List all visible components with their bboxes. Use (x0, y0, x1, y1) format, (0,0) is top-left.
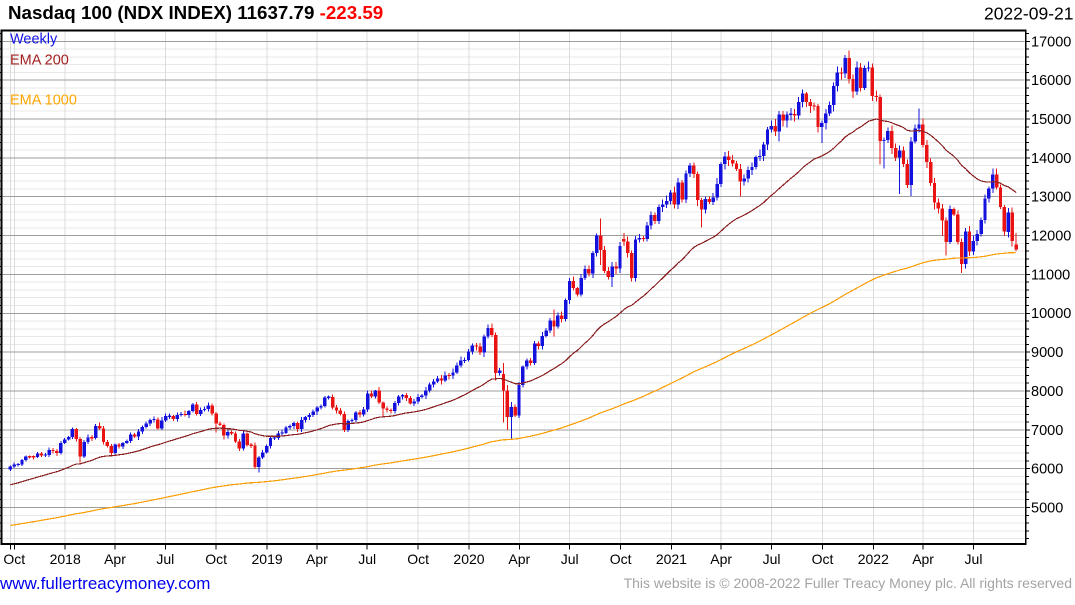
svg-text:17000: 17000 (1031, 34, 1071, 50)
svg-text:Apr: Apr (710, 551, 732, 567)
svg-text:Jul: Jul (763, 551, 781, 567)
svg-text:2020: 2020 (453, 551, 484, 567)
svg-text:8000: 8000 (1031, 384, 1063, 400)
svg-text:Apr: Apr (104, 551, 126, 567)
svg-text:14000: 14000 (1031, 151, 1071, 167)
svg-text:10000: 10000 (1031, 306, 1071, 322)
svg-text:Apr: Apr (508, 551, 530, 567)
svg-text:12000: 12000 (1031, 229, 1071, 245)
svg-text:Jul: Jul (561, 551, 579, 567)
svg-text:www.fullertreacymoney.com: www.fullertreacymoney.com (0, 574, 210, 593)
svg-text:16000: 16000 (1031, 73, 1071, 89)
svg-text:2021: 2021 (656, 551, 687, 567)
svg-text:Oct: Oct (3, 551, 25, 567)
svg-text:Apr: Apr (306, 551, 328, 567)
svg-text:11000: 11000 (1031, 267, 1070, 283)
svg-text:Oct: Oct (812, 551, 834, 567)
svg-text:EMA 1000: EMA 1000 (10, 93, 77, 109)
svg-text:Oct: Oct (205, 551, 227, 567)
svg-text:6000: 6000 (1031, 462, 1063, 478)
svg-text:Jul: Jul (358, 551, 376, 567)
svg-text:2019: 2019 (252, 551, 283, 567)
svg-text:Weekly: Weekly (10, 32, 58, 48)
svg-text:15000: 15000 (1031, 112, 1071, 128)
svg-text:Jul: Jul (156, 551, 174, 567)
svg-text:7000: 7000 (1031, 423, 1063, 439)
svg-text:Apr: Apr (912, 551, 934, 567)
svg-text:Nasdaq 100 (NDX INDEX) 11637.7: Nasdaq 100 (NDX INDEX) 11637.79 -223.59 (8, 2, 383, 23)
svg-text:Oct: Oct (407, 551, 429, 567)
svg-text:This website is © 2008-2022 Fu: This website is © 2008-2022 Fuller Treac… (624, 575, 1072, 591)
svg-text:5000: 5000 (1031, 501, 1063, 517)
svg-text:13000: 13000 (1031, 190, 1071, 206)
svg-text:EMA 200: EMA 200 (10, 53, 69, 69)
svg-text:2022-09-21: 2022-09-21 (984, 4, 1074, 24)
svg-text:Oct: Oct (610, 551, 632, 567)
svg-text:2018: 2018 (50, 551, 81, 567)
svg-text:Jul: Jul (965, 551, 983, 567)
svg-text:9000: 9000 (1031, 345, 1063, 361)
svg-text:2022: 2022 (858, 551, 889, 567)
